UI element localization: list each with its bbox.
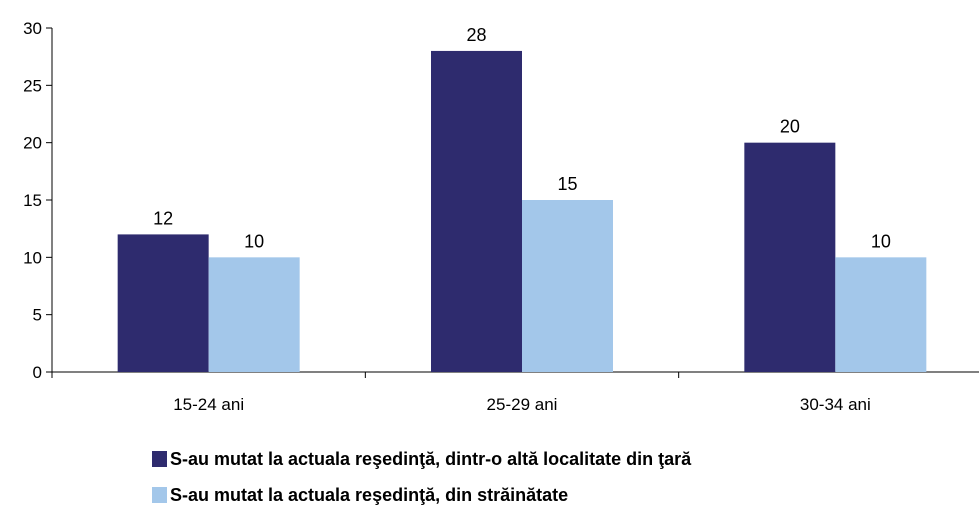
legend-item-series-2: S-au mutat la actuala reşedinţă, din str… [152, 484, 691, 506]
y-tick-label: 15 [23, 191, 42, 210]
x-axis: 15-24 ani 25-29 ani 30-34 ani [52, 372, 979, 414]
bar-series-1-2 [744, 143, 835, 372]
legend-item-series-1: S-au mutat la actuala reşedinţă, dintr-o… [152, 448, 691, 470]
bars [118, 51, 927, 372]
y-tick-label: 20 [23, 134, 42, 153]
bar-series-2-0 [209, 257, 300, 372]
bar-series-1-0 [118, 234, 209, 372]
y-axis: 0 5 10 15 20 25 30 [23, 19, 52, 382]
data-label: 20 [780, 117, 800, 137]
y-tick-label: 0 [33, 363, 42, 382]
x-tick-label: 30-34 ani [800, 395, 871, 414]
legend-swatch-series-1 [152, 451, 167, 467]
data-label: 10 [244, 231, 264, 251]
data-label: 15 [557, 174, 577, 194]
bar-series-2-1 [522, 200, 613, 372]
data-label: 10 [871, 231, 891, 251]
bar-series-1-1 [431, 51, 522, 372]
y-tick-label: 5 [33, 306, 42, 325]
legend-swatch-series-2 [152, 487, 167, 503]
data-label: 28 [466, 25, 486, 45]
legend-label-series-2: S-au mutat la actuala reşedinţă, din str… [170, 485, 568, 506]
x-tick-label: 15-24 ani [173, 395, 244, 414]
bar-chart: 0 5 10 15 20 25 30 15-24 ani 25-29 ani 30-34 ani… [0, 0, 979, 440]
legend-label-series-1: S-au mutat la actuala reşedinţă, dintr-o… [170, 449, 691, 470]
data-label: 12 [153, 208, 173, 228]
legend: S-au mutat la actuala reşedinţă, dintr-o… [152, 448, 691, 520]
bar-series-2-2 [835, 257, 926, 372]
x-tick-label: 25-29 ani [487, 395, 558, 414]
y-tick-label: 25 [23, 76, 42, 95]
y-tick-label: 30 [23, 19, 42, 38]
y-tick-label: 10 [23, 248, 42, 267]
